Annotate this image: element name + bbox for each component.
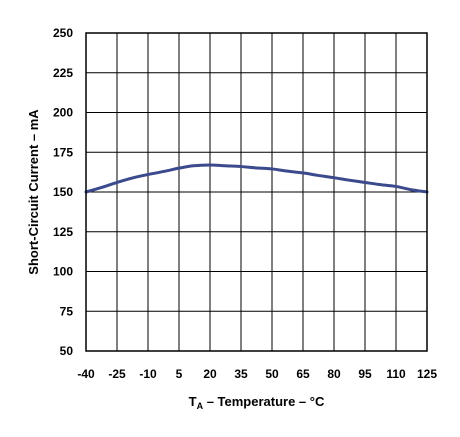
- y-axis-label: Short-Circuit Current – mA: [26, 109, 41, 275]
- grid: [85, 32, 428, 352]
- series-line: [84, 163, 429, 194]
- y-tick-label: 150: [53, 185, 73, 199]
- x-tick-label: -10: [139, 367, 157, 381]
- y-tick-label: 175: [53, 145, 73, 159]
- x-tick-label: 20: [203, 367, 217, 381]
- x-tick-label: -25: [108, 367, 126, 381]
- y-tick-label: 100: [53, 265, 73, 279]
- x-tick-label: 80: [327, 367, 341, 381]
- y-tick-label: 250: [53, 26, 73, 40]
- x-tick-label: -40: [77, 367, 95, 381]
- x-axis-label: TA – Temperature – °C: [189, 394, 325, 411]
- x-tick-label: 5: [176, 367, 183, 381]
- y-tick-label: 75: [60, 304, 74, 318]
- x-axis-label-subscript: A: [197, 401, 204, 411]
- x-tick-label: 95: [358, 367, 372, 381]
- x-tick-label: 35: [234, 367, 248, 381]
- y-tick-label: 200: [53, 106, 73, 120]
- x-axis-label-main: T: [189, 394, 197, 409]
- y-tick-label: 50: [60, 344, 74, 358]
- x-tick-label: 65: [296, 367, 310, 381]
- x-tick-label: 110: [386, 367, 406, 381]
- y-tick-label: 225: [53, 66, 73, 80]
- x-tick-label: 125: [417, 367, 437, 381]
- x-axis-label-rest: – Temperature – °C: [203, 394, 325, 409]
- x-tick-label: 50: [265, 367, 279, 381]
- y-tick-labels: 50 75 100 125 150 175 200 225 250: [53, 26, 73, 358]
- y-tick-label: 125: [53, 225, 73, 239]
- x-tick-labels: -40 -25 -10 5 20 35 50 65 80 95 110 125: [77, 367, 437, 381]
- plot-border: [85, 32, 428, 352]
